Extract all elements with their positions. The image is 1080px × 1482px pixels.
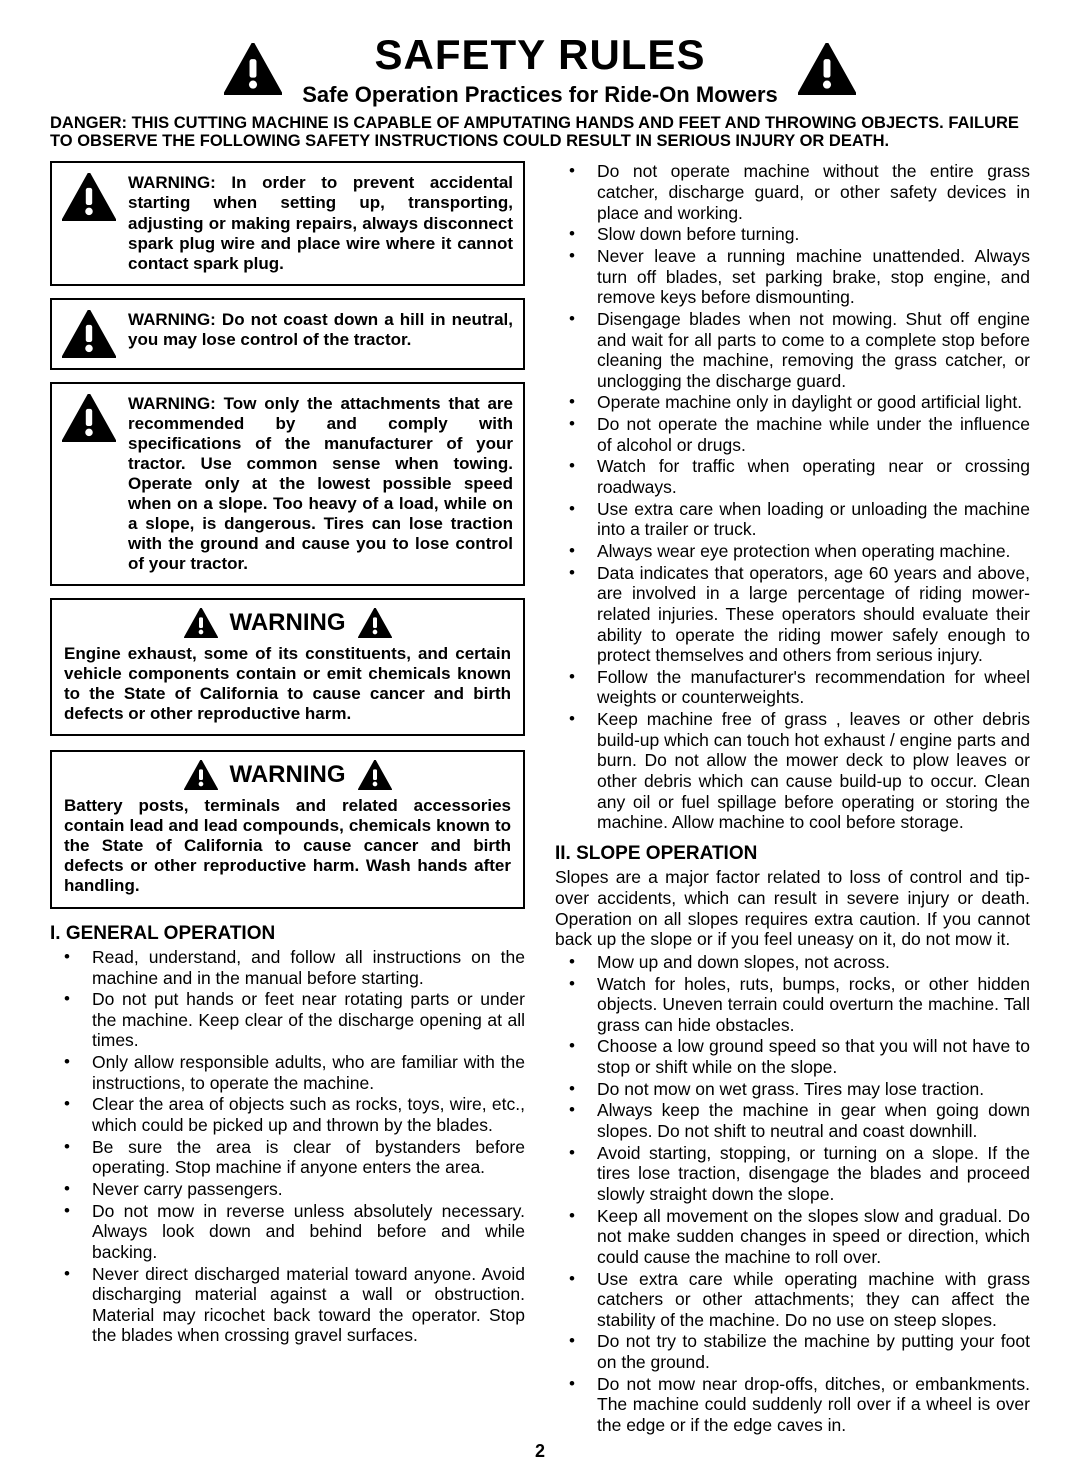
warning-header-label: WARNING: [230, 609, 346, 637]
list-item: Use extra care while operating machine w…: [555, 1269, 1030, 1331]
list-item: Disengage blades when not mowing. Shut o…: [555, 309, 1030, 392]
section-title-general-operation: I. GENERAL OPERATION: [50, 923, 525, 945]
list-item: Do not mow in reverse unless absolutely …: [50, 1201, 525, 1263]
warning-text: Engine exhaust, some of its constituents…: [64, 644, 511, 724]
list-item: Do not operate machine without the entir…: [555, 161, 1030, 223]
warning-triangle-icon: [358, 760, 392, 790]
list-item: Data indicates that operators, age 60 ye…: [555, 563, 1030, 666]
list-item: Be sure the area is clear of bystanders …: [50, 1137, 525, 1178]
list-item: Keep machine free of grass , leaves or o…: [555, 709, 1030, 833]
list-item: Read, understand, and follow all instruc…: [50, 947, 525, 988]
warning-triangle-icon: [358, 608, 392, 638]
list-item: Always wear eye protection when operatin…: [555, 541, 1030, 562]
left-column: WARNING: In order to prevent accidental …: [50, 161, 525, 1436]
page-title: SAFETY RULES: [302, 30, 778, 80]
general-operation-list: Read, understand, and follow all instruc…: [50, 947, 525, 1346]
list-item: Do not put hands or feet near rotating p…: [50, 989, 525, 1051]
list-item: Never direct discharged material toward …: [50, 1264, 525, 1347]
slope-operation-list: Mow up and down slopes, not across.Watch…: [555, 952, 1030, 1436]
warning-triangle-icon: [184, 608, 218, 638]
list-item: Operate machine only in daylight or good…: [555, 392, 1030, 413]
list-item: Watch for traffic when operating near or…: [555, 456, 1030, 497]
section-title-slope-operation: II. SLOPE OPERATION: [555, 843, 1030, 865]
warning-box-battery: WARNING Battery posts, terminals and rel…: [50, 750, 525, 908]
warning-text: WARNING: Do not coast down a hill in neu…: [128, 310, 513, 350]
list-item: Choose a low ground speed so that you wi…: [555, 1036, 1030, 1077]
page-number: 2: [50, 1441, 1030, 1462]
list-item: Avoid starting, stopping, or turning on …: [555, 1143, 1030, 1205]
warning-box-exhaust: WARNING Engine exhaust, some of its cons…: [50, 598, 525, 736]
list-item: Do not operate the machine while under t…: [555, 414, 1030, 455]
content-columns: WARNING: In order to prevent accidental …: [50, 161, 1030, 1436]
warning-box-tow: WARNING: Tow only the attachments that a…: [50, 382, 525, 586]
right-column: Do not operate machine without the entir…: [555, 161, 1030, 1436]
warning-text: Battery posts, terminals and related acc…: [64, 796, 511, 896]
list-item: Follow the manufacturer's recommendation…: [555, 667, 1030, 708]
list-item: Do not mow near drop-offs, ditches, or e…: [555, 1374, 1030, 1436]
list-item: Never leave a running machine unattended…: [555, 246, 1030, 308]
page-header: SAFETY RULES Safe Operation Practices fo…: [50, 30, 1030, 108]
warning-triangle-icon: [62, 394, 116, 442]
danger-text: DANGER: THIS CUTTING MACHINE IS CAPABLE …: [50, 114, 1030, 152]
warning-triangle-icon: [62, 173, 116, 221]
list-item: Only allow responsible adults, who are f…: [50, 1052, 525, 1093]
warning-triangle-icon: [184, 760, 218, 790]
general-operation-list-continued: Do not operate machine without the entir…: [555, 161, 1030, 833]
warning-box-spark-plug: WARNING: In order to prevent accidental …: [50, 161, 525, 285]
warning-text: WARNING: Tow only the attachments that a…: [128, 394, 513, 574]
list-item: Watch for holes, ruts, bumps, rocks, or …: [555, 974, 1030, 1036]
warning-text: WARNING: In order to prevent accidental …: [128, 173, 513, 273]
list-item: Do not mow on wet grass. Tires may lose …: [555, 1079, 1030, 1100]
list-item: Slow down before turning.: [555, 224, 1030, 245]
list-item: Mow up and down slopes, not across.: [555, 952, 1030, 973]
page-subtitle: Safe Operation Practices for Ride-On Mow…: [302, 82, 778, 108]
list-item: Do not try to stabilize the machine by p…: [555, 1331, 1030, 1372]
list-item: Use extra care when loading or unloading…: [555, 499, 1030, 540]
warning-triangle-icon: [224, 43, 282, 95]
list-item: Never carry passengers.: [50, 1179, 525, 1200]
warning-triangle-icon: [62, 310, 116, 358]
list-item: Always keep the machine in gear when goi…: [555, 1100, 1030, 1141]
warning-triangle-icon: [798, 43, 856, 95]
list-item: Clear the area of objects such as rocks,…: [50, 1094, 525, 1135]
warning-box-hill: WARNING: Do not coast down a hill in neu…: [50, 298, 525, 370]
list-item: Keep all movement on the slopes slow and…: [555, 1206, 1030, 1268]
warning-header-label: WARNING: [230, 761, 346, 789]
slope-operation-intro: Slopes are a major factor related to los…: [555, 867, 1030, 950]
